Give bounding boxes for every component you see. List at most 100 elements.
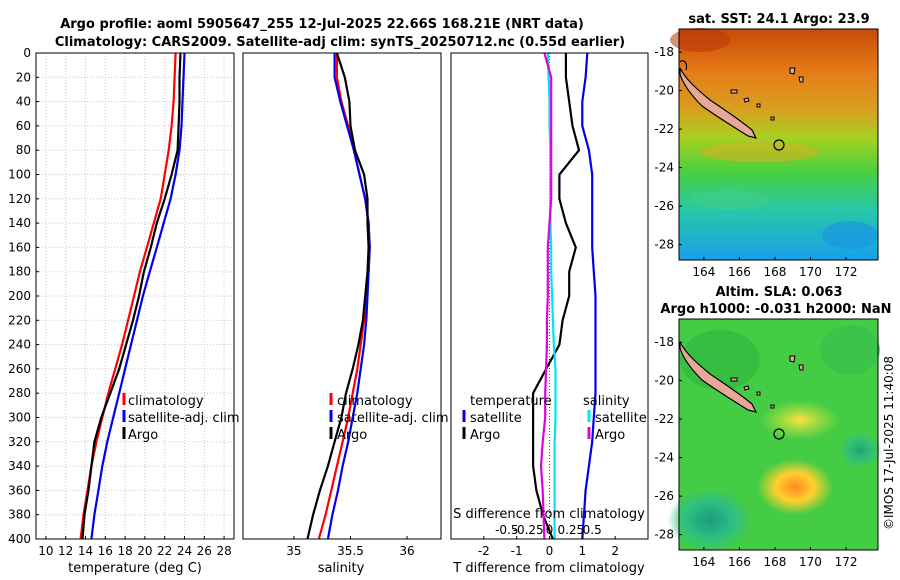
sst-cold-patch [822,221,878,249]
y-tick-label-6: 120 [8,192,31,206]
x-tick-label-7: 24 [177,544,192,558]
sst-map-title: sat. SST: 24.1 Argo: 23.9 [688,12,869,27]
x-tick-label-0: 10 [38,544,53,558]
x-tick-label-3: 16 [98,544,113,558]
x-tick-label-0: 35 [286,544,301,558]
x-tick-label-8: 26 [197,544,212,558]
x-tick-label-2: 14 [78,544,93,558]
lat-tick-label-2: -22 [654,412,674,426]
s-tick-label-2: 0 [546,523,554,537]
temp-series-climatology [79,52,177,540]
y-tick-label-4: 80 [16,143,31,157]
lat-tick-label-5: -28 [654,238,674,252]
lon-tick-label-0: 164 [692,265,715,279]
sst-map-panel: sat. SST: 24.1 Argo: 23.9 -18 -20 -22 -24 -2… [654,12,879,279]
y-tick-label-7: 140 [8,216,31,230]
y-tick-label-5: 100 [8,168,31,182]
temperature-y-ticks: 0 20 40 60 80 100 120 140 160 180 200 220 240 260 280 3… [8,46,39,546]
lon-tick-label-1: 166 [728,265,751,279]
y-tick-label-17: 340 [8,459,31,473]
figure-title-line2: Climatology: CARS2009. Satellite-adj cli… [55,35,625,50]
y-tick-label-15: 300 [8,411,31,425]
lat-tick-label-5: -28 [654,528,674,542]
sst-cool-patch [690,190,770,210]
legend-label-climatology: climatology [337,394,413,409]
x-tick-label-1: -1 [511,544,523,558]
s-difference-label: S difference from climatology [453,507,645,522]
salinity-x-ticks: 35 35.5 36 [286,536,415,558]
sst-y-ticks: -18 -20 -22 -24 -26 -28 [654,45,682,252]
temperature-series [79,52,186,540]
sla-texture [668,325,882,552]
difference-legend-temperature: temperature satellite Argo [462,394,552,443]
legend-title-temperature: temperature [470,394,552,409]
difference-x-ticks: -2 -1 0 1 2 [478,536,619,558]
sla-map-box [678,318,879,551]
sal-series-climatology [317,53,371,540]
sla-yellow-band [760,400,840,440]
lon-tick-label-2: 168 [763,265,786,279]
lon-tick-label-4: 172 [835,265,858,279]
temperature-grid [36,52,234,540]
x-tick-label-0: -2 [478,544,490,558]
sla-low-eddy2 [838,432,882,468]
s-tick-label-4: 0.5 [583,523,602,537]
sla-high-eddy [757,459,833,515]
salinity-axes-box [242,52,442,540]
s-tick-label-3: 0.25 [557,523,584,537]
diff-series-3 [539,52,553,540]
y-tick-label-12: 240 [8,338,31,352]
loyalty-islands [730,355,804,409]
sla-map-title-line1: Altim. SLA: 0.063 [716,285,843,300]
temperature-legend: climatology satellite-adj. clim Argo [122,393,240,443]
loyalty-islands [730,67,804,121]
sst-map-box [678,28,879,261]
imos-timestamp: ©IMOS 17-Jul-2025 11:40:08 [882,356,896,530]
legend-label-argo: Argo [337,428,367,443]
y-tick-label-19: 380 [8,508,31,522]
difference-panel: -2 -1 0 1 2 S difference from climatology -0… [450,52,649,576]
lat-tick-label-0: -18 [654,335,674,349]
s-tick-label-1: -0.25 [513,523,544,537]
lat-tick-label-4: -26 [654,199,674,213]
lon-tick-label-3: 170 [799,555,822,569]
y-tick-label-0: 0 [23,46,31,60]
diff-series-1 [531,53,581,540]
sst-hot-patch [670,28,730,52]
diff-series-0 [581,52,597,540]
salinity-x-label: salinity [318,561,365,576]
x-tick-label-3: 1 [579,544,587,558]
new-caledonia-island [679,67,758,139]
sal-series-argo [306,52,370,540]
sla-x-ticks: 164 166 168 170 172 [692,547,857,569]
lon-tick-label-1: 166 [728,555,751,569]
sla-green-patch2 [820,325,880,375]
lat-tick-label-3: -24 [654,451,674,465]
legend-label-argo: Argo [128,428,158,443]
t-difference-x-label: T difference from climatology [452,561,645,576]
lat-tick-label-0: -18 [654,45,674,59]
new-caledonia-island [679,341,758,413]
salinity-legend: climatology satellite-adj. clim Argo [329,393,449,443]
x-tick-label-9: 28 [216,544,231,558]
legend-title-salinity: salinity [583,394,630,409]
y-tick-label-3: 60 [16,119,31,133]
sla-y-ticks: -18 -20 -22 -24 -26 -28 [654,335,682,542]
temp-series-satellite [90,52,186,540]
x-tick-label-4: 18 [117,544,132,558]
legend-label-t-satellite: satellite [470,411,522,426]
x-tick-label-4: 2 [611,544,619,558]
salinity-series [306,52,371,540]
sst-warm-tongue [700,142,820,162]
sal-series-satellite [326,53,371,540]
y-tick-label-2: 40 [16,95,31,109]
x-tick-label-2: 36 [399,544,414,558]
legend-label-satellite: satellite-adj. clim [337,411,449,426]
y-tick-label-9: 180 [8,265,31,279]
lat-tick-label-4: -26 [654,489,674,503]
x-tick-label-1: 35.5 [337,544,364,558]
x-tick-label-2: 0 [546,544,554,558]
y-tick-label-11: 220 [8,313,31,327]
lon-tick-label-4: 172 [835,555,858,569]
